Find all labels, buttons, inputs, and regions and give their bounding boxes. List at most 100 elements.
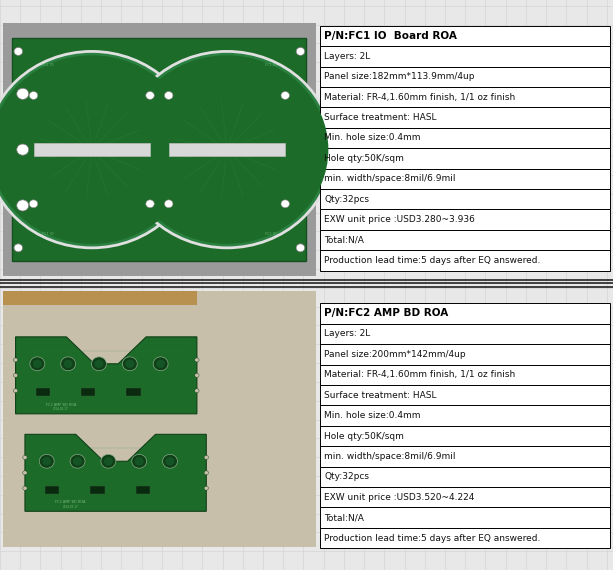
Text: Layers: 2L: Layers: 2L: [324, 329, 370, 339]
Circle shape: [23, 486, 27, 490]
Bar: [169, 142, 285, 157]
Circle shape: [195, 358, 199, 362]
Text: Material: FR-4,1.60mm finish, 1/1 oz finish: Material: FR-4,1.60mm finish, 1/1 oz fin…: [324, 370, 516, 379]
Bar: [320, 385, 610, 405]
Bar: [45, 486, 59, 494]
Bar: [320, 128, 610, 148]
Circle shape: [135, 457, 143, 466]
Polygon shape: [25, 434, 206, 511]
Circle shape: [64, 360, 72, 368]
Circle shape: [146, 200, 154, 207]
Circle shape: [14, 47, 23, 55]
Circle shape: [23, 471, 27, 475]
Bar: [320, 169, 610, 189]
Circle shape: [42, 457, 51, 466]
Circle shape: [0, 55, 193, 244]
Bar: [320, 324, 610, 344]
Circle shape: [162, 454, 177, 468]
Circle shape: [121, 51, 333, 248]
Text: Qty:32pcs: Qty:32pcs: [324, 195, 369, 203]
Bar: [320, 528, 610, 548]
Circle shape: [70, 454, 85, 468]
Bar: [320, 487, 610, 507]
Circle shape: [61, 357, 75, 370]
Polygon shape: [15, 337, 197, 414]
Text: FC1 IO: FC1 IO: [265, 63, 277, 67]
Bar: [320, 365, 610, 385]
Circle shape: [195, 373, 199, 377]
Text: Total:N/A: Total:N/A: [324, 235, 364, 245]
Text: FC1 IO: FC1 IO: [42, 63, 53, 67]
Circle shape: [94, 360, 104, 368]
Circle shape: [73, 457, 82, 466]
Bar: [34, 142, 150, 157]
Circle shape: [29, 92, 38, 99]
Circle shape: [0, 51, 197, 248]
Text: Hole qty:50K/sqm: Hole qty:50K/sqm: [324, 431, 404, 441]
Circle shape: [164, 92, 173, 99]
Circle shape: [30, 357, 45, 370]
Bar: [320, 26, 610, 46]
Bar: [320, 46, 610, 67]
Circle shape: [153, 357, 168, 370]
Circle shape: [166, 457, 175, 466]
Circle shape: [156, 360, 165, 368]
Circle shape: [101, 454, 116, 468]
Bar: [320, 230, 610, 250]
Bar: [3, 291, 197, 305]
Circle shape: [14, 244, 23, 252]
Text: Min. hole size:0.4mm: Min. hole size:0.4mm: [324, 411, 421, 420]
Circle shape: [29, 200, 38, 207]
Circle shape: [281, 92, 289, 99]
Circle shape: [13, 358, 18, 362]
Circle shape: [164, 200, 173, 207]
Circle shape: [296, 244, 305, 252]
Circle shape: [33, 360, 42, 368]
Text: min. width/space:8mil/6.9mil: min. width/space:8mil/6.9mil: [324, 452, 456, 461]
Text: Panel size:182mm*113.9mm/4up: Panel size:182mm*113.9mm/4up: [324, 72, 475, 81]
Text: Production lead time:5 days after EQ answered.: Production lead time:5 days after EQ ans…: [324, 256, 541, 265]
Text: Layers: 2L: Layers: 2L: [324, 52, 370, 61]
Bar: [320, 67, 610, 87]
Circle shape: [17, 144, 29, 155]
Bar: [3, 23, 316, 276]
Bar: [36, 388, 50, 396]
Bar: [320, 507, 610, 528]
Bar: [320, 446, 610, 467]
Circle shape: [13, 389, 18, 393]
Bar: [320, 250, 610, 271]
Text: Qty:32pcs: Qty:32pcs: [324, 473, 369, 481]
Circle shape: [17, 88, 29, 99]
Circle shape: [123, 357, 137, 370]
Circle shape: [91, 357, 107, 370]
Text: Surface treatment: HASL: Surface treatment: HASL: [324, 113, 437, 122]
Bar: [12, 38, 306, 261]
Text: P/N:FC2 AMP BD ROA: P/N:FC2 AMP BD ROA: [324, 308, 449, 319]
Circle shape: [204, 471, 208, 475]
Text: Min. hole size:0.4mm: Min. hole size:0.4mm: [324, 133, 421, 142]
Text: Hole qty:50K/sqm: Hole qty:50K/sqm: [324, 154, 404, 163]
Bar: [126, 388, 141, 396]
Text: min. width/space:8mil/6.9mil: min. width/space:8mil/6.9mil: [324, 174, 456, 184]
Bar: [320, 405, 610, 426]
Circle shape: [195, 389, 199, 393]
Text: 2014-03-17: 2014-03-17: [53, 407, 69, 411]
Text: EXW unit price :USD3.280~3.936: EXW unit price :USD3.280~3.936: [324, 215, 475, 224]
Text: FC1 IO: FC1 IO: [42, 233, 53, 237]
Circle shape: [39, 454, 54, 468]
Bar: [320, 344, 610, 365]
Circle shape: [23, 455, 27, 459]
Text: EXW unit price :USD3.520~4.224: EXW unit price :USD3.520~4.224: [324, 493, 474, 502]
Circle shape: [281, 200, 289, 207]
Circle shape: [204, 486, 208, 490]
Circle shape: [104, 457, 113, 466]
Bar: [320, 467, 610, 487]
Bar: [320, 209, 610, 230]
Bar: [320, 303, 610, 324]
Bar: [320, 107, 610, 128]
Circle shape: [204, 455, 208, 459]
Bar: [90, 486, 105, 494]
Bar: [320, 87, 610, 107]
Bar: [81, 388, 96, 396]
Bar: [320, 148, 610, 169]
